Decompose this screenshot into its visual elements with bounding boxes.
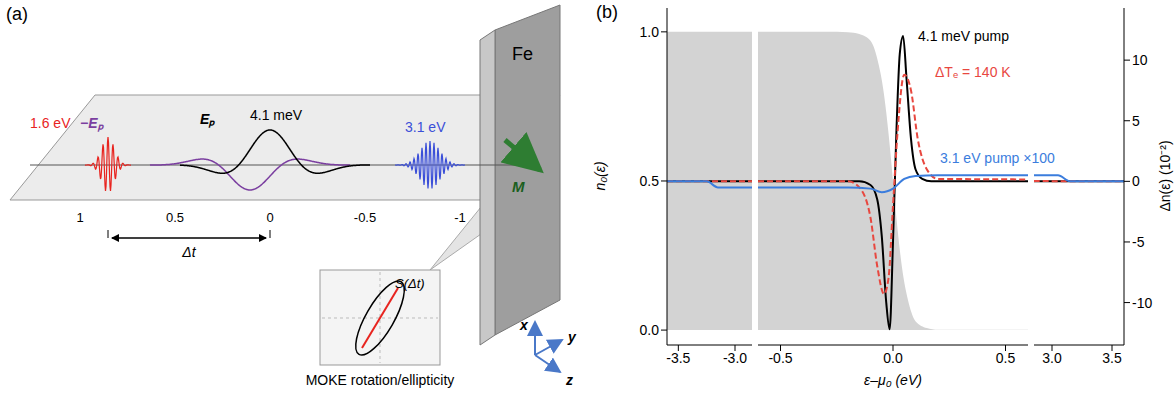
html-text:ΔTₑ = 140 K: ΔTₑ = 140 K xyxy=(935,64,1011,80)
svg-text:MOKE rotation/ellipticity: MOKE rotation/ellipticity xyxy=(306,372,455,388)
svg-text:0.5: 0.5 xyxy=(640,173,660,189)
html-text:(b): (b) xyxy=(596,2,618,22)
svg-text:y: y xyxy=(567,329,577,345)
svg-text:5: 5 xyxy=(1132,113,1140,129)
svg-text:1.6 eV: 1.6 eV xyxy=(30,115,71,131)
svg-text:-10: -10 xyxy=(1132,295,1152,311)
svg-text:0.0: 0.0 xyxy=(883,350,903,366)
html-text:4.1 meV pump: 4.1 meV pump xyxy=(918,28,1010,44)
svg-text:3.5: 3.5 xyxy=(1102,350,1122,366)
svg-text:-3.0: -3.0 xyxy=(723,350,747,366)
html-text:n₀(ε): n₀(ε) xyxy=(592,161,608,191)
svg-text:0.0: 0.0 xyxy=(640,322,660,338)
svg-text:Fe: Fe xyxy=(512,44,533,64)
svg-text:0.5: 0.5 xyxy=(166,210,184,225)
svg-text:10: 10 xyxy=(1132,52,1148,68)
svg-text:(a): (a) xyxy=(6,4,28,24)
svg-text:0: 0 xyxy=(266,210,273,225)
svg-text:0: 0 xyxy=(1132,173,1140,189)
svg-text:1.0: 1.0 xyxy=(640,24,660,40)
svg-text:3.0: 3.0 xyxy=(1042,350,1062,366)
svg-text:S(Δt): S(Δt) xyxy=(395,276,425,291)
svg-text:-1: -1 xyxy=(454,210,466,225)
svg-text:1: 1 xyxy=(76,210,83,225)
svg-text:0.5: 0.5 xyxy=(996,350,1016,366)
svg-text:4.1 meV: 4.1 meV xyxy=(250,107,303,123)
svg-text:Δt: Δt xyxy=(181,244,196,260)
svg-text:−Eₚ: −Eₚ xyxy=(80,115,104,132)
svg-text:x: x xyxy=(519,317,529,333)
svg-text:-3.5: -3.5 xyxy=(666,350,690,366)
svg-text:z: z xyxy=(565,372,573,388)
html-text:ε–μ₀ (eV): ε–μ₀ (eV) xyxy=(864,372,922,388)
svg-text:M: M xyxy=(512,178,525,195)
svg-text:3.1 eV: 3.1 eV xyxy=(405,119,446,135)
svg-text:Eₚ: Eₚ xyxy=(200,111,215,128)
html-text:Δn(ε) (10⁻²): Δn(ε) (10⁻²) xyxy=(1156,140,1173,212)
html-text:3.1 eV pump ×100: 3.1 eV pump ×100 xyxy=(940,150,1055,166)
svg-text:-5: -5 xyxy=(1132,234,1145,250)
svg-text:-0.5: -0.5 xyxy=(768,350,792,366)
svg-text:-0.5: -0.5 xyxy=(354,210,376,225)
